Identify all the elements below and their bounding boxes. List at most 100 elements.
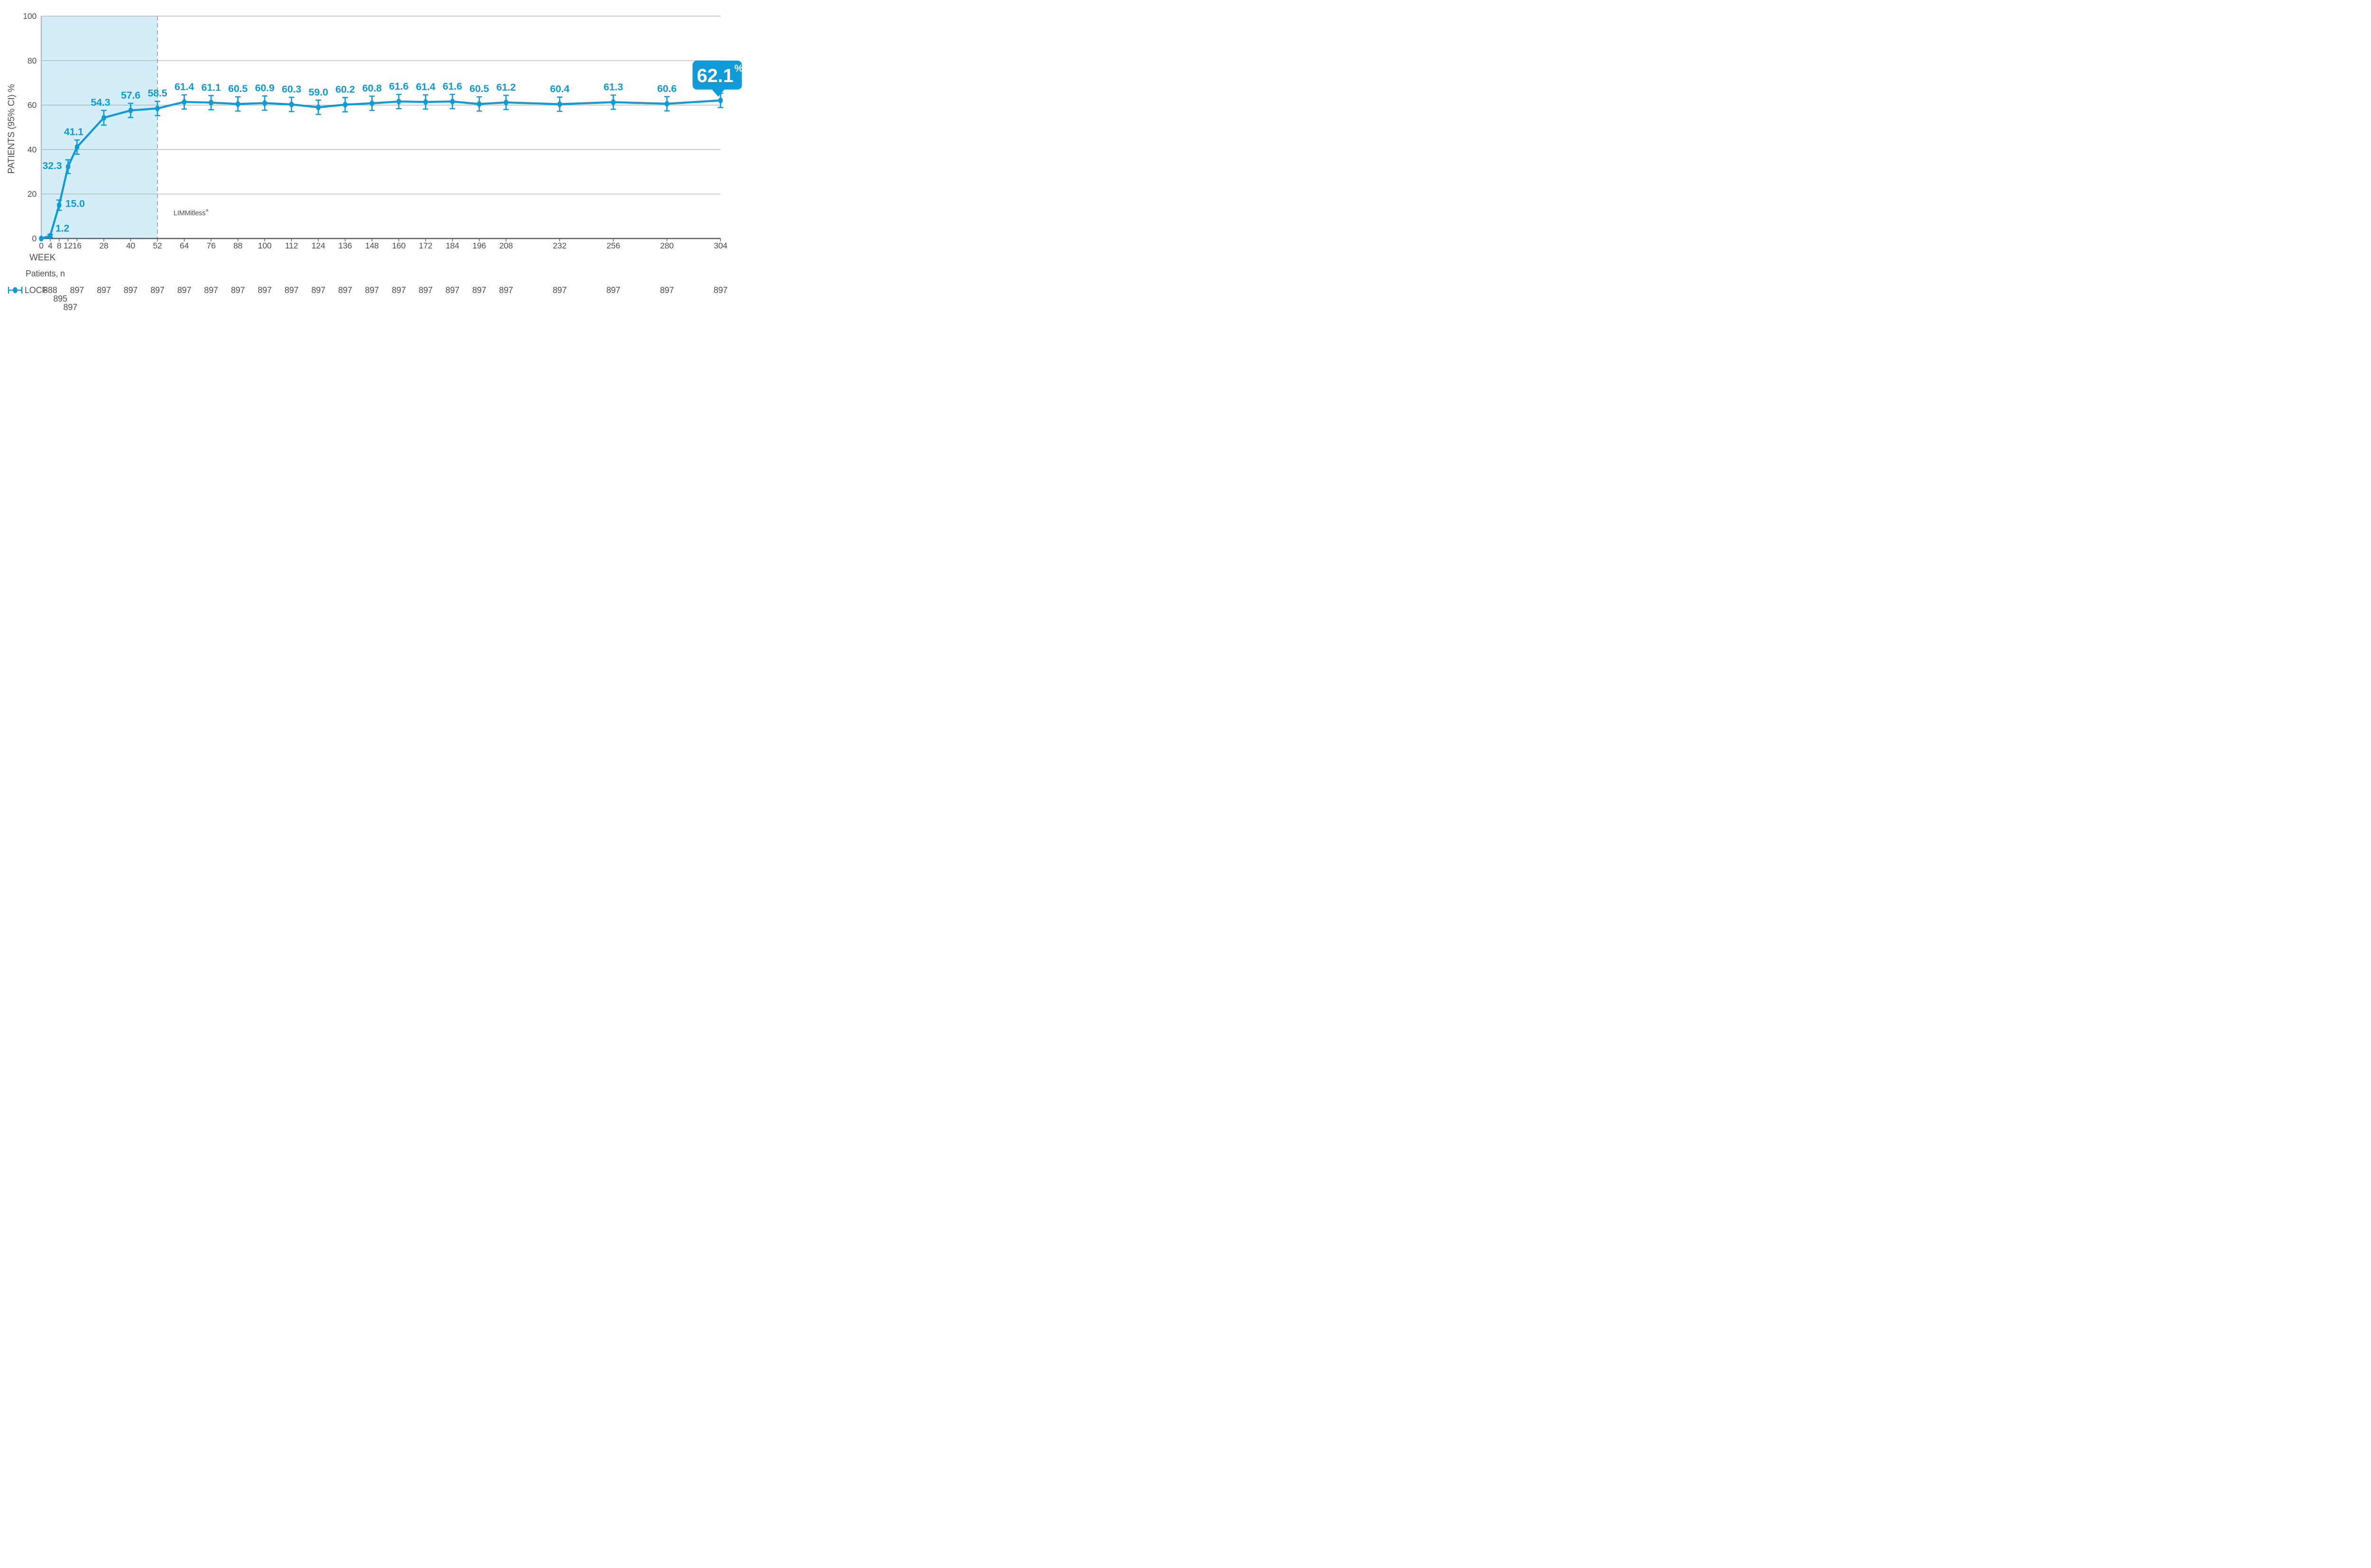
n-value-184: 897 (445, 285, 459, 295)
data-point-28 (101, 115, 106, 121)
data-point-280 (664, 101, 670, 107)
x-tick-label-100: 100 (258, 241, 272, 250)
data-point-136 (343, 101, 348, 108)
data-point-16 (74, 144, 80, 150)
locf-legend: LOCF (8, 285, 47, 295)
x-tick-label-64: 64 (180, 241, 189, 250)
n-value-28: 897 (97, 285, 111, 295)
data-point-88 (235, 101, 240, 107)
x-tick-label-76: 76 (207, 241, 216, 250)
data-point-8 (56, 202, 62, 208)
data-label-64: 61.4 (175, 81, 194, 92)
data-label-88: 60.5 (228, 83, 248, 94)
axes: 0 4 8 12 16 28 40 52 64 76 88 100 112 124 136 148 160 172… (39, 16, 727, 250)
x-tick-label-52: 52 (153, 241, 162, 250)
data-label-12: 32.3 (42, 160, 62, 172)
x-tick-label-304: 304 (714, 241, 727, 250)
x-tick-label-148: 148 (365, 241, 379, 250)
region-label-limmitless: LIMMitless (174, 210, 205, 217)
n-value-8: 897 (64, 303, 78, 312)
final-value-callout: 62.1 % (692, 60, 744, 97)
data-label-16: 41.1 (64, 126, 83, 138)
data-point-232 (557, 101, 562, 107)
data-label-8: 15.0 (65, 198, 85, 210)
x-tick-label-16: 16 (73, 241, 82, 250)
data-point-124 (316, 104, 321, 110)
n-value-76: 897 (204, 285, 218, 295)
n-value-52: 897 (150, 285, 165, 295)
data-point-184 (450, 98, 455, 105)
data-label-160: 61.6 (389, 81, 408, 92)
data-point-12 (65, 164, 71, 170)
y-tick-label-100: 100 (23, 11, 37, 21)
data-point-196 (477, 101, 482, 107)
data-point-208 (504, 99, 508, 106)
n-value-64: 897 (177, 285, 192, 295)
data-point-40 (128, 107, 133, 113)
x-axis-title: WEEK (29, 253, 56, 263)
x-tick-label-0: 0 (39, 241, 44, 250)
x-tick-label-124: 124 (312, 241, 325, 250)
n-value-304: 897 (714, 285, 728, 295)
x-tick-label-112: 112 (285, 241, 298, 250)
x-tick-label-232: 232 (553, 241, 567, 250)
n-value-124: 897 (312, 285, 326, 295)
n-value-16: 897 (70, 285, 84, 295)
n-value-88: 897 (231, 285, 245, 295)
x-tick-label-160: 160 (392, 241, 406, 250)
x-tick-label-184: 184 (446, 241, 459, 250)
data-point-112 (289, 101, 294, 108)
n-value-232: 897 (553, 285, 567, 295)
x-tick-label-12: 12 (64, 241, 73, 250)
data-label-28: 54.3 (91, 97, 110, 108)
region-label-superscript: a (206, 208, 209, 213)
n-value-208: 897 (499, 285, 513, 295)
n-value-40: 897 (124, 285, 138, 295)
n-value-160: 897 (392, 285, 406, 295)
data-label-76: 61.1 (202, 82, 221, 93)
data-point-304 (718, 97, 723, 103)
x-tick-label-28: 28 (99, 241, 108, 250)
data-label-196: 60.5 (469, 83, 489, 94)
n-value-148: 897 (365, 285, 379, 295)
data-label-52: 58.5 (148, 88, 167, 99)
y-axis-title: PATIENTS (95% CI) % (7, 84, 17, 174)
y-tick-label-0: 0 (32, 234, 37, 243)
data-label-148: 60.8 (362, 83, 382, 94)
data-label-172: 61.4 (416, 81, 435, 92)
n-value-100: 897 (257, 285, 272, 295)
n-value-4: 895 (53, 294, 67, 303)
x-tick-label-40: 40 (126, 241, 136, 250)
data-label-256: 61.3 (604, 81, 623, 92)
y-tick-label-40: 40 (28, 145, 37, 154)
data-point-172 (423, 99, 428, 105)
locf-legend-icon (8, 286, 23, 294)
y-tick-label-20: 20 (28, 189, 37, 199)
data-labels: 1.2 15.0 32.3 41.1 54.3 57.6 58.5 61.4 61.1 60.5 6… (42, 81, 677, 234)
callout-bubble (692, 60, 742, 90)
data-point-4 (48, 233, 53, 239)
locf-series (39, 92, 724, 242)
n-value-0: 888 (43, 285, 57, 295)
y-tick-label-80: 80 (28, 56, 37, 65)
x-tick-label-88: 88 (233, 241, 242, 250)
n-value-256: 897 (607, 285, 621, 295)
legend-label-locf: LOCF (25, 285, 47, 295)
data-point-52 (155, 105, 160, 111)
data-label-280: 60.6 (657, 83, 677, 94)
patients-n-label: Patients, n (26, 269, 65, 278)
data-label-112: 60.3 (282, 83, 301, 95)
x-tick-label-256: 256 (607, 241, 620, 250)
x-tick-label-8: 8 (57, 241, 62, 250)
data-label-184: 61.6 (443, 81, 462, 92)
data-point-100 (262, 100, 267, 106)
x-tick-label-196: 196 (472, 241, 486, 250)
data-point-0 (39, 235, 44, 242)
data-label-100: 60.9 (255, 82, 275, 93)
n-value-196: 897 (472, 285, 487, 295)
x-tick-label-208: 208 (499, 241, 513, 250)
data-label-40: 57.6 (121, 90, 140, 101)
x-tick-label-280: 280 (660, 241, 674, 250)
